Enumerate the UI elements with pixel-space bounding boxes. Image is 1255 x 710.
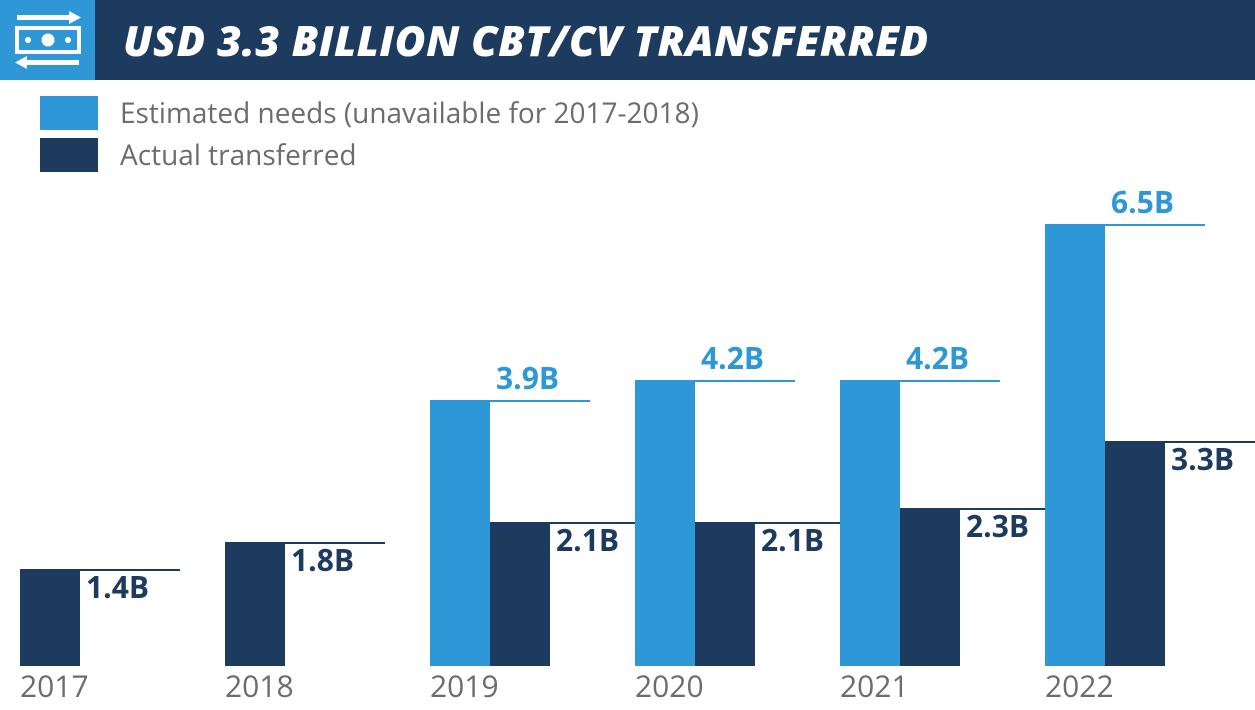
- bar-value-actual: 2.1B: [761, 519, 824, 560]
- year-label: 2022: [1045, 665, 1114, 706]
- bar-value-actual: 1.8B: [291, 539, 354, 580]
- bar-actual: [695, 524, 755, 666]
- bar-value-actual: 1.4B: [86, 566, 149, 607]
- title-bar: USD 3.3 BILLION CBT/CV TRANSFERRED: [95, 0, 1255, 80]
- bar-actual: [490, 524, 550, 666]
- transfer-icon: [0, 0, 95, 80]
- legend-label-actual: Actual transferred: [120, 136, 357, 174]
- bar-topline-estimated: [1045, 224, 1205, 226]
- bar-value-estimated: 3.9B: [496, 357, 559, 398]
- bar-estimated: [840, 382, 900, 666]
- bar-value-estimated: 4.2B: [906, 337, 969, 378]
- header: USD 3.3 BILLION CBT/CV TRANSFERRED: [0, 0, 1255, 80]
- legend-label-estimated: Estimated needs (unavailable for 2017-20…: [120, 94, 699, 132]
- legend-swatch-actual: [40, 138, 98, 172]
- bar-actual: [20, 571, 80, 666]
- bar-value-estimated: 6.5B: [1111, 181, 1174, 222]
- bar-chart: 1.4B 2017 1.8B 2018 3.9B 2.1B 2019 4.2B 2.1B 2020…: [0, 180, 1255, 710]
- page-title: USD 3.3 BILLION CBT/CV TRANSFERRED: [123, 12, 929, 69]
- bar-actual: [225, 544, 285, 666]
- bar-value-actual: 2.1B: [556, 519, 619, 560]
- bar-estimated: [635, 382, 695, 666]
- bar-actual: [1105, 443, 1165, 666]
- year-label: 2018: [225, 665, 294, 706]
- legend-swatch-estimated: [40, 96, 98, 130]
- bar-topline-estimated: [635, 380, 795, 382]
- bar-estimated: [1045, 226, 1105, 666]
- bar-value-actual: 3.3B: [1171, 438, 1234, 479]
- bar-value-estimated: 4.2B: [701, 337, 764, 378]
- legend-item-actual: Actual transferred: [40, 136, 1255, 174]
- bar-actual: [900, 510, 960, 666]
- year-label: 2019: [430, 665, 499, 706]
- year-label: 2020: [635, 665, 704, 706]
- bar-estimated: [430, 402, 490, 666]
- legend: Estimated needs (unavailable for 2017-20…: [40, 94, 1255, 174]
- bar-value-actual: 2.3B: [966, 505, 1029, 546]
- year-label: 2017: [20, 665, 89, 706]
- legend-item-estimated: Estimated needs (unavailable for 2017-20…: [40, 94, 1255, 132]
- bar-topline-estimated: [840, 380, 1000, 382]
- year-label: 2021: [840, 665, 909, 706]
- bar-topline-estimated: [430, 400, 590, 402]
